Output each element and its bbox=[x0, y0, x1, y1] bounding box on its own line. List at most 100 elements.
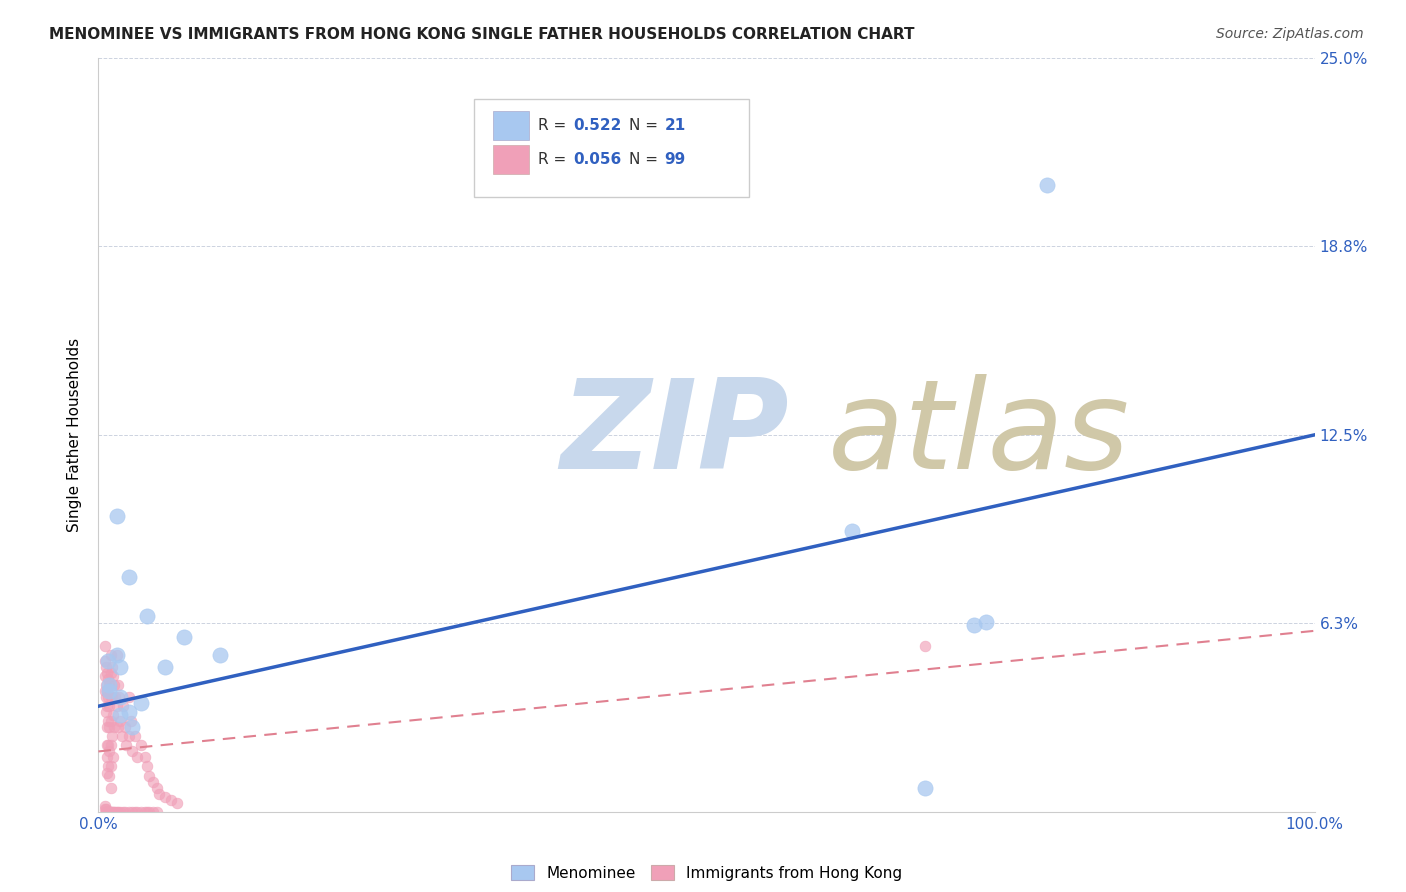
Point bbox=[96, 739, 118, 753]
Point bbox=[94, 705, 117, 719]
Point bbox=[142, 774, 165, 789]
Point bbox=[100, 739, 122, 753]
Point bbox=[98, 720, 121, 734]
Point bbox=[93, 684, 115, 698]
Point bbox=[101, 669, 124, 683]
Point bbox=[100, 690, 122, 705]
Point bbox=[101, 805, 124, 819]
Point bbox=[97, 759, 120, 773]
Point bbox=[96, 750, 118, 764]
Point bbox=[120, 714, 142, 729]
Text: N =: N = bbox=[628, 118, 664, 133]
Y-axis label: Single Father Households: Single Father Households bbox=[67, 338, 83, 532]
Point bbox=[134, 750, 156, 764]
Point bbox=[107, 720, 129, 734]
Point bbox=[115, 739, 138, 753]
Text: 0.522: 0.522 bbox=[572, 118, 621, 133]
Point bbox=[134, 805, 156, 819]
Point bbox=[136, 608, 159, 623]
Text: N =: N = bbox=[628, 152, 664, 167]
Point bbox=[124, 730, 146, 744]
Point bbox=[121, 720, 143, 734]
Point bbox=[105, 699, 128, 714]
Point bbox=[96, 805, 118, 819]
Point bbox=[110, 708, 132, 723]
Point bbox=[94, 802, 117, 816]
Point bbox=[94, 690, 117, 705]
Point bbox=[110, 805, 132, 819]
Point bbox=[97, 714, 120, 729]
Point bbox=[101, 690, 124, 705]
Point bbox=[124, 805, 146, 819]
Point bbox=[129, 805, 152, 819]
Text: atlas: atlas bbox=[828, 375, 1130, 495]
Point bbox=[121, 805, 143, 819]
Point bbox=[209, 648, 232, 662]
Text: ZIP: ZIP bbox=[561, 375, 789, 495]
Point bbox=[101, 805, 124, 819]
Point bbox=[103, 678, 125, 692]
Point bbox=[138, 768, 160, 782]
Point bbox=[118, 690, 141, 705]
Legend: Menominee, Immigrants from Hong Kong: Menominee, Immigrants from Hong Kong bbox=[505, 859, 908, 887]
Point bbox=[98, 768, 121, 782]
Point bbox=[114, 805, 136, 819]
Point bbox=[118, 569, 141, 583]
Point bbox=[97, 805, 120, 819]
Point bbox=[105, 509, 128, 524]
Point bbox=[93, 669, 115, 683]
Point bbox=[841, 524, 863, 539]
Point bbox=[98, 805, 121, 819]
Point bbox=[974, 615, 997, 629]
Point bbox=[121, 744, 143, 758]
Point bbox=[94, 805, 117, 819]
Point bbox=[146, 805, 169, 819]
Point bbox=[914, 639, 936, 653]
Point bbox=[110, 660, 132, 674]
Point bbox=[98, 684, 121, 698]
Text: R =: R = bbox=[537, 118, 571, 133]
Point bbox=[96, 666, 118, 681]
Point bbox=[142, 805, 165, 819]
Point bbox=[173, 630, 195, 644]
Point bbox=[98, 744, 121, 758]
Point bbox=[136, 805, 159, 819]
Point bbox=[107, 678, 129, 692]
Point bbox=[100, 805, 122, 819]
Point bbox=[100, 714, 122, 729]
Point bbox=[118, 705, 141, 719]
Text: 99: 99 bbox=[664, 152, 686, 167]
Point bbox=[97, 690, 120, 705]
Point bbox=[111, 805, 134, 819]
Point bbox=[94, 678, 117, 692]
Point bbox=[96, 765, 118, 780]
Point bbox=[963, 617, 986, 632]
Point bbox=[96, 720, 118, 734]
Point bbox=[101, 750, 124, 764]
Point bbox=[103, 720, 125, 734]
Point bbox=[146, 780, 169, 795]
Point bbox=[93, 802, 115, 816]
Point bbox=[114, 720, 136, 734]
Point bbox=[94, 660, 117, 674]
Point bbox=[160, 792, 183, 806]
Text: Source: ZipAtlas.com: Source: ZipAtlas.com bbox=[1216, 27, 1364, 41]
Point bbox=[93, 798, 115, 813]
Point bbox=[100, 666, 122, 681]
Point bbox=[98, 678, 121, 692]
Point bbox=[96, 805, 118, 819]
Point bbox=[136, 759, 159, 773]
Text: R =: R = bbox=[537, 152, 571, 167]
Point bbox=[97, 654, 120, 668]
Point bbox=[118, 805, 141, 819]
Point bbox=[118, 730, 141, 744]
Point bbox=[104, 690, 127, 705]
Point bbox=[96, 684, 118, 698]
Point bbox=[101, 660, 124, 674]
Point bbox=[93, 654, 115, 668]
Text: 0.056: 0.056 bbox=[572, 152, 621, 167]
Point bbox=[105, 648, 128, 662]
Point bbox=[98, 699, 121, 714]
Point bbox=[105, 648, 128, 662]
Point bbox=[129, 696, 152, 710]
